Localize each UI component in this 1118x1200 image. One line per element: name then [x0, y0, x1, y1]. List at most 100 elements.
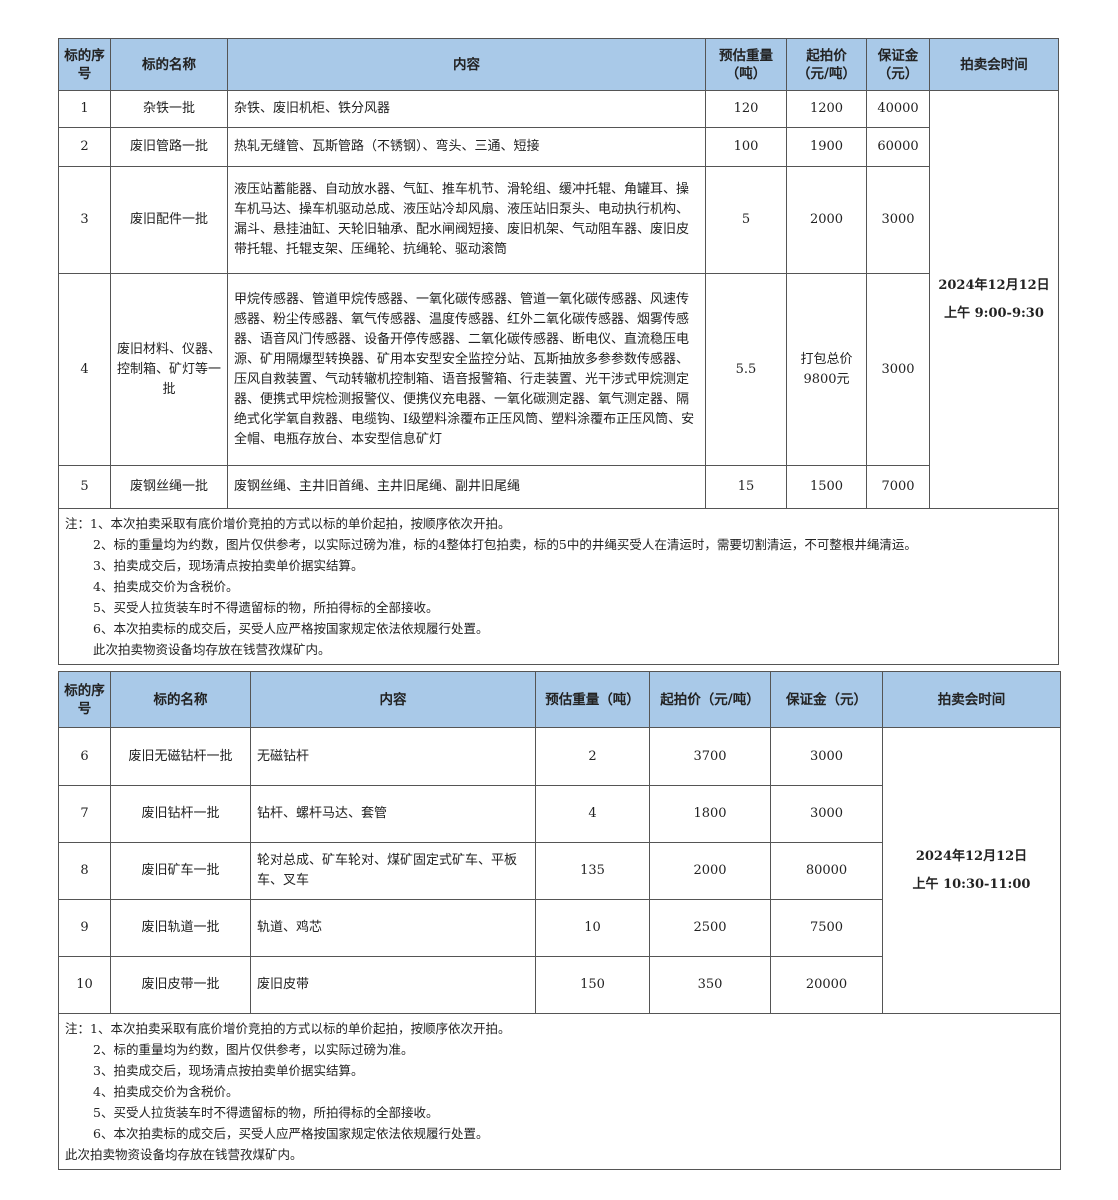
table-row: 4 废旧材料、仪器、控制箱、矿灯等一批 甲烷传感器、管道甲烷传感器、一氧化碳传感器、…	[58, 273, 1059, 466]
cell-no: 5	[58, 465, 111, 509]
table-row: 3 废旧配件一批 液压站蓄能器、自动放水器、气缸、推车机节、滑轮组、缓冲托辊、角罐耳…	[58, 166, 1059, 274]
table-row: 2 废旧管路一批 热轧无缝管、瓦斯管路（不锈钢）、弯头、三通、短接 100 1900 60…	[58, 127, 1059, 167]
auction-time-line: 上午 9:00-9:30	[944, 305, 1044, 321]
cell-name: 废旧矿车一批	[110, 842, 251, 900]
note-line: 3、拍卖成交后，现场清点按拍卖单价据实结算。	[93, 1063, 364, 1078]
auction-time-cell: 2024年12月12日 上午 9:00-9:30	[929, 90, 1059, 509]
auction-table-1: 标的序号 标的名称 内容 预估重量（吨） 起拍价（元/吨） 保证金（元） 拍卖会…	[58, 38, 1059, 665]
auction-table-2: 标的序号 标的名称 内容 预估重量（吨） 起拍价（元/吨） 保证金（元） 拍卖会…	[58, 671, 1061, 1170]
note-line: 6、本次拍卖标的成交后，买受人应严格按国家规定依法依规履行处置。	[93, 621, 489, 636]
cell-price: 1900	[786, 127, 867, 167]
cell-content: 甲烷传感器、管道甲烷传感器、一氧化碳传感器、管道一氧化碳传感器、风速传感器、粉尘…	[227, 273, 706, 466]
cell-deposit: 3000	[770, 785, 883, 843]
cell-name: 废钢丝绳一批	[110, 465, 228, 509]
cell-name: 废旧钻杆一批	[110, 785, 251, 843]
cell-content: 热轧无缝管、瓦斯管路（不锈钢）、弯头、三通、短接	[227, 127, 706, 167]
note-line: 此次拍卖物资设备均存放在钱营孜煤矿内。	[93, 642, 331, 657]
cell-deposit: 40000	[866, 90, 930, 128]
header-name: 标的名称	[110, 671, 251, 728]
cell-weight: 150	[535, 956, 650, 1014]
header-content: 内容	[250, 671, 536, 728]
note-line: 2、标的重量均为约数，图片仅供参考，以实际过磅为准，标的4整体打包拍卖，标的5中…	[93, 537, 917, 552]
note-line: 5、买受人拉货装车时不得遗留标的物，所拍得标的全部接收。	[93, 600, 439, 615]
header-time: 拍卖会时间	[929, 38, 1059, 91]
cell-deposit: 60000	[866, 127, 930, 167]
cell-no: 4	[58, 273, 111, 466]
cell-no: 2	[58, 127, 111, 167]
note-line: 注：1、本次拍卖采取有底价增价竞拍的方式以标的单价起拍，按顺序依次开拍。	[65, 516, 511, 531]
cell-no: 7	[58, 785, 111, 843]
cell-price: 350	[649, 956, 771, 1014]
cell-name: 废旧配件一批	[110, 166, 228, 274]
cell-no: 9	[58, 899, 111, 957]
header-content: 内容	[227, 38, 706, 91]
cell-no: 1	[58, 90, 111, 128]
cell-name: 废旧材料、仪器、控制箱、矿灯等一批	[110, 273, 228, 466]
header-no: 标的序号	[58, 671, 111, 728]
header-deposit: 保证金（元）	[866, 38, 930, 91]
note-line: 2、标的重量均为约数，图片仅供参考，以实际过磅为准。	[93, 1042, 414, 1057]
cell-weight: 15	[705, 465, 787, 509]
cell-deposit: 20000	[770, 956, 883, 1014]
cell-price: 2000	[649, 842, 771, 900]
note-line: 3、拍卖成交后，现场清点按拍卖单价据实结算。	[93, 558, 364, 573]
note-line: 此次拍卖物资设备均存放在钱营孜煤矿内。	[65, 1147, 303, 1162]
cell-content: 液压站蓄能器、自动放水器、气缸、推车机节、滑轮组、缓冲托辊、角罐耳、操车机马达、…	[227, 166, 706, 274]
header-time: 拍卖会时间	[882, 671, 1061, 728]
cell-content: 无磁钻杆	[250, 727, 536, 786]
cell-weight: 10	[535, 899, 650, 957]
cell-name: 废旧轨道一批	[110, 899, 251, 957]
cell-weight: 100	[705, 127, 787, 167]
header-weight: 预估重量（吨）	[535, 671, 650, 728]
header-row: 标的序号 标的名称 内容 预估重量（吨） 起拍价（元/吨） 保证金（元） 拍卖会…	[58, 671, 1061, 728]
auction-time-line: 2024年12月12日	[938, 277, 1050, 293]
cell-weight: 5	[705, 166, 787, 274]
note-line: 4、拍卖成交价为含税价。	[93, 1084, 239, 1099]
notes-row: 注：1、本次拍卖采取有底价增价竞拍的方式以标的单价起拍，按顺序依次开拍。 2、标的…	[58, 1013, 1061, 1170]
cell-content: 轮对总成、矿车轮对、煤矿固定式矿车、平板车、叉车	[250, 842, 536, 900]
auction-time-line: 上午 10:30-11:00	[912, 876, 1031, 892]
header-name: 标的名称	[110, 38, 228, 91]
cell-name: 废旧管路一批	[110, 127, 228, 167]
cell-weight: 4	[535, 785, 650, 843]
table-row: 9 废旧轨道一批 轨道、鸡芯 10 2500 7500	[58, 899, 1061, 957]
note-line: 5、买受人拉货装车时不得遗留标的物，所拍得标的全部接收。	[93, 1105, 439, 1120]
cell-no: 3	[58, 166, 111, 274]
cell-name: 废旧皮带一批	[110, 956, 251, 1014]
cell-content: 钻杆、螺杆马达、套管	[250, 785, 536, 843]
auction-time-cell: 2024年12月12日 上午 10:30-11:00	[882, 727, 1061, 1014]
cell-deposit: 7500	[770, 899, 883, 957]
header-price: 起拍价（元/吨）	[786, 38, 867, 91]
cell-deposit: 3000	[866, 166, 930, 274]
auction-time-line: 2024年12月12日	[915, 848, 1028, 864]
notes-row: 注：1、本次拍卖采取有底价增价竞拍的方式以标的单价起拍，按顺序依次开拍。 2、标的…	[58, 508, 1059, 665]
cell-content: 废旧皮带	[250, 956, 536, 1014]
cell-content: 杂铁、废旧机柜、铁分风器	[227, 90, 706, 128]
cell-price: 1800	[649, 785, 771, 843]
cell-price: 3700	[649, 727, 771, 786]
cell-name: 杂铁一批	[110, 90, 228, 128]
cell-content: 轨道、鸡芯	[250, 899, 536, 957]
header-deposit: 保证金（元）	[770, 671, 883, 728]
cell-no: 8	[58, 842, 111, 900]
cell-price: 打包总价9800元	[786, 273, 867, 466]
cell-deposit: 80000	[770, 842, 883, 900]
note-line: 4、拍卖成交价为含税价。	[93, 579, 239, 594]
table-row: 7 废旧钻杆一批 钻杆、螺杆马达、套管 4 1800 3000	[58, 785, 1061, 843]
cell-weight: 5.5	[705, 273, 787, 466]
cell-weight: 2	[535, 727, 650, 786]
cell-deposit: 7000	[866, 465, 930, 509]
header-price: 起拍价（元/吨）	[649, 671, 771, 728]
cell-weight: 120	[705, 90, 787, 128]
header-row: 标的序号 标的名称 内容 预估重量（吨） 起拍价（元/吨） 保证金（元） 拍卖会…	[58, 38, 1059, 91]
cell-deposit: 3000	[866, 273, 930, 466]
cell-price: 2500	[649, 899, 771, 957]
note-line: 注：1、本次拍卖采取有底价增价竞拍的方式以标的单价起拍，按顺序依次开拍。	[65, 1021, 511, 1036]
table-row: 1 杂铁一批 杂铁、废旧机柜、铁分风器 120 1200 40000 2024年12月12日…	[58, 90, 1059, 509]
cell-no: 10	[58, 956, 111, 1014]
cell-price: 1200	[786, 90, 867, 128]
header-weight: 预估重量（吨）	[705, 38, 787, 91]
notes: 注：1、本次拍卖采取有底价增价竞拍的方式以标的单价起拍，按顺序依次开拍。 2、标的…	[58, 1013, 1061, 1170]
table-row: 6 废旧无磁钻杆一批 无磁钻杆 2 3700 3000 2024年12月12日 上午 10:3…	[58, 727, 1061, 1014]
cell-weight: 135	[535, 842, 650, 900]
